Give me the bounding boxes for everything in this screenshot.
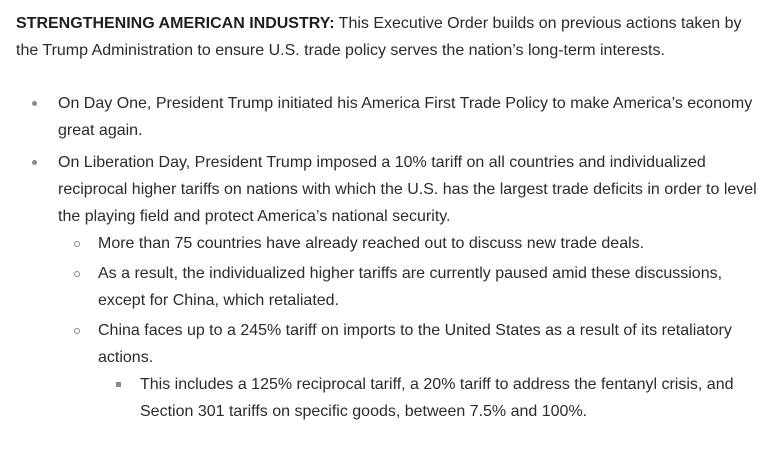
sub-sub-list-item: This includes a 125% reciprocal tariff, … [98,371,764,425]
list-item-text: On Liberation Day, President Trump impos… [58,154,757,225]
sub-sub-list-item-text: This includes a 125% reciprocal tariff, … [140,376,734,420]
circle-bullet-icon [58,260,100,287]
sub-list-item-text: More than 75 countries have already reac… [98,235,645,252]
intro-heading: STRENGTHENING AMERICAN INDUSTRY: [16,15,335,32]
sub-list-item-text: As a result, the individualized higher t… [98,265,723,309]
sub-bullet-list: More than 75 countries have already reac… [58,230,764,425]
disc-bullet-icon [16,149,58,176]
intro-text: This Executive Order builds on previous … [16,15,742,59]
circle-bullet-icon [58,230,100,257]
square-bullet-icon [98,371,140,398]
sub-list-item: More than 75 countries have already reac… [58,230,764,257]
intro-paragraph: STRENGTHENING AMERICAN INDUSTRY: This Ex… [16,10,764,64]
list-item: On Liberation Day, President Trump impos… [16,149,764,425]
circle-bullet-icon [58,317,100,344]
sub-list-item-text: China faces up to a 245% tariff on impor… [98,322,732,366]
bullet-list: On Day One, President Trump initiated hi… [16,90,764,425]
sub-sub-bullet-list: This includes a 125% reciprocal tariff, … [98,371,764,425]
sub-list-item: As a result, the individualized higher t… [58,260,764,314]
list-item: On Day One, President Trump initiated hi… [16,90,764,144]
disc-bullet-icon [16,90,58,117]
list-item-text: On Day One, President Trump initiated hi… [58,95,753,139]
sub-list-item: China faces up to a 245% tariff on impor… [58,317,764,425]
